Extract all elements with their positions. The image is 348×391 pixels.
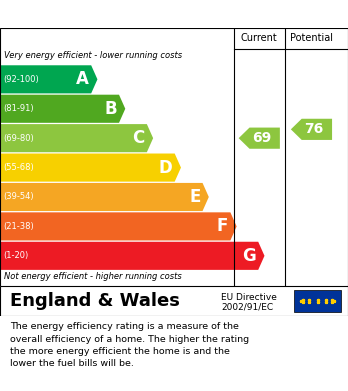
Text: C: C: [133, 129, 145, 147]
Polygon shape: [1, 212, 237, 240]
Text: (39-54): (39-54): [3, 192, 34, 201]
Text: E: E: [189, 188, 200, 206]
Text: (21-38): (21-38): [3, 222, 34, 231]
Text: (92-100): (92-100): [3, 75, 39, 84]
Text: Potential: Potential: [290, 33, 333, 43]
Polygon shape: [1, 183, 209, 211]
Polygon shape: [1, 95, 125, 123]
Text: A: A: [76, 70, 89, 88]
Bar: [294, 290, 341, 312]
Text: EU Directive: EU Directive: [221, 293, 277, 302]
Text: Current: Current: [241, 33, 278, 43]
Text: B: B: [104, 100, 117, 118]
Text: 69: 69: [252, 131, 272, 145]
Text: D: D: [159, 159, 173, 177]
Text: (1-20): (1-20): [3, 251, 29, 260]
Text: F: F: [217, 217, 228, 235]
Text: Very energy efficient - lower running costs: Very energy efficient - lower running co…: [4, 51, 182, 60]
Text: The energy efficiency rating is a measure of the
overall efficiency of a home. T: The energy efficiency rating is a measur…: [10, 322, 250, 368]
Polygon shape: [239, 127, 280, 149]
Text: (69-80): (69-80): [3, 134, 34, 143]
Text: G: G: [242, 247, 256, 265]
Polygon shape: [1, 124, 153, 152]
Polygon shape: [1, 242, 264, 270]
Text: Not energy efficient - higher running costs: Not energy efficient - higher running co…: [4, 272, 182, 281]
Text: (55-68): (55-68): [3, 163, 34, 172]
Text: 76: 76: [304, 122, 324, 136]
Text: (81-91): (81-91): [3, 104, 34, 113]
Polygon shape: [1, 154, 181, 182]
Text: England & Wales: England & Wales: [10, 292, 180, 310]
Polygon shape: [1, 65, 97, 93]
Text: Energy Efficiency Rating: Energy Efficiency Rating: [10, 7, 221, 22]
Text: 2002/91/EC: 2002/91/EC: [221, 303, 273, 312]
Polygon shape: [291, 119, 332, 140]
